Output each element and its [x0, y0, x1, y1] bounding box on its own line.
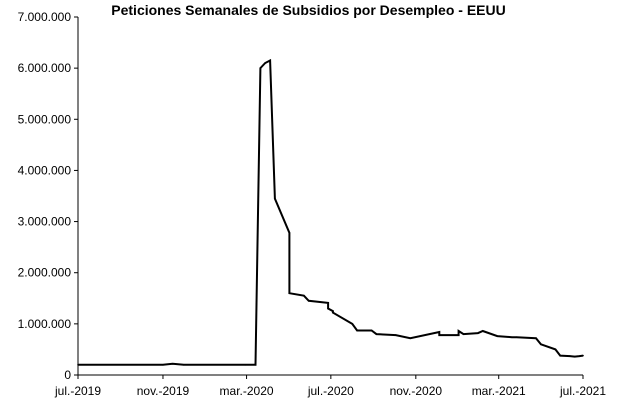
x-tick-label: mar.-2021 — [472, 384, 526, 398]
x-tick-label: nov.-2019 — [137, 384, 190, 398]
data-point — [409, 337, 412, 339]
data-point — [327, 307, 329, 310]
data-point — [438, 334, 441, 336]
data-point — [288, 232, 291, 234]
data-point — [438, 331, 441, 333]
series-group — [77, 58, 584, 366]
data-point — [259, 67, 262, 69]
data-point — [288, 292, 291, 294]
data-point — [578, 355, 581, 357]
data-point — [482, 330, 484, 332]
data-point — [274, 197, 276, 200]
axes: 0 1.000.000 2.000.000 3.000.000 4.000.000 5.0… — [18, 10, 607, 398]
data-point — [269, 59, 271, 62]
data-point — [162, 363, 164, 366]
data-point — [394, 334, 397, 336]
series-line-0 — [78, 58, 584, 366]
data-point — [171, 362, 174, 365]
x-tick-label: jul.-2019 — [54, 384, 101, 398]
data-point — [582, 354, 584, 357]
y-tick-label: 0 — [64, 368, 71, 382]
data-point — [535, 337, 537, 339]
data-point — [370, 329, 373, 332]
x-tick-label: jul.-2020 — [307, 384, 354, 398]
data-point — [264, 62, 267, 64]
data-point — [182, 363, 185, 366]
data-point — [457, 334, 460, 336]
data-point — [457, 330, 460, 332]
data-point — [573, 355, 576, 358]
data-point — [511, 336, 513, 338]
data-point — [77, 363, 79, 366]
data-point — [462, 333, 465, 335]
y-tick-label: 4.000.000 — [18, 163, 72, 177]
y-tick-label: 6.000.000 — [18, 61, 72, 75]
data-point — [554, 348, 557, 351]
data-point — [244, 363, 246, 366]
x-tick-label: mar.-2020 — [220, 384, 274, 398]
data-point — [307, 300, 310, 302]
data-point — [569, 355, 571, 357]
data-point — [332, 311, 334, 314]
y-tick-label: 1.000.000 — [18, 317, 72, 331]
data-point — [332, 310, 334, 312]
y-tick-label: 5.000.000 — [18, 112, 72, 126]
chart-title: Peticiones Semanales de Subsidios por De… — [111, 2, 506, 18]
data-point — [254, 363, 257, 366]
data-point — [375, 333, 378, 335]
data-point — [496, 335, 499, 337]
data-point — [351, 323, 354, 325]
data-point — [559, 354, 562, 357]
data-point — [356, 329, 358, 332]
data-point — [515, 336, 518, 338]
x-tick-label: jul.-2021 — [559, 384, 606, 398]
y-tick-label: 2.000.000 — [18, 266, 72, 280]
data-point — [477, 332, 479, 334]
data-point — [303, 294, 305, 297]
data-point — [540, 343, 542, 346]
data-point — [327, 302, 329, 304]
y-tick-label: 7.000.000 — [18, 10, 72, 24]
x-tick-label: nov.-2020 — [390, 384, 443, 398]
y-tick-label: 3.000.000 — [18, 215, 72, 229]
